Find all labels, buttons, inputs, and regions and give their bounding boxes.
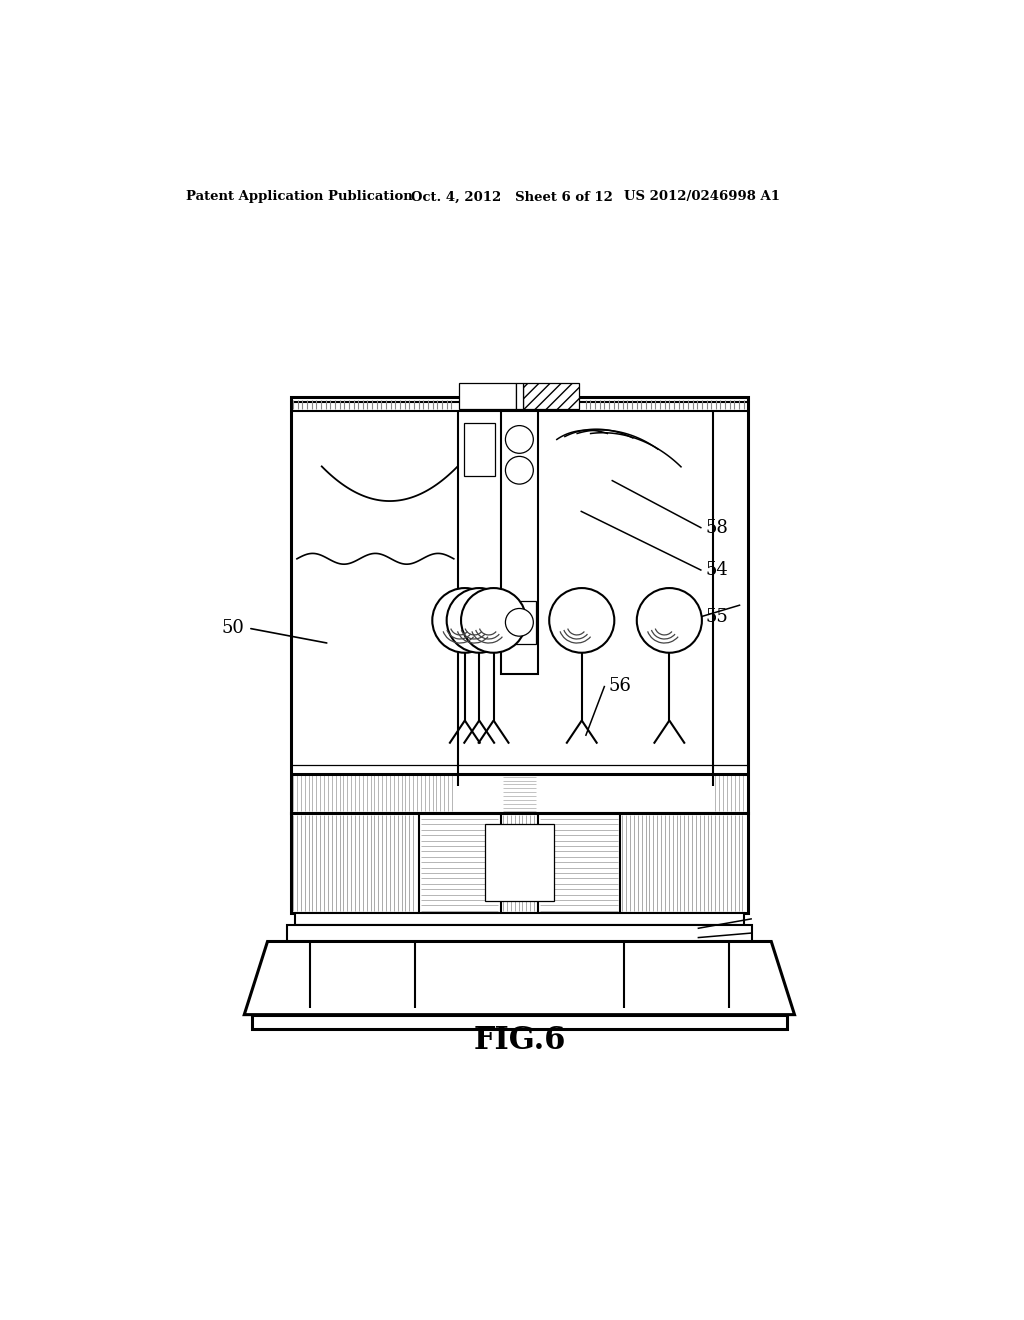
- Bar: [287, 924, 752, 941]
- Polygon shape: [245, 941, 795, 1015]
- Text: 50: 50: [221, 619, 245, 638]
- Bar: [503, 601, 536, 644]
- Bar: [523, 383, 580, 409]
- Circle shape: [637, 589, 701, 653]
- Bar: [291, 813, 748, 913]
- Circle shape: [506, 457, 534, 484]
- Text: 41: 41: [701, 929, 724, 946]
- Bar: [464, 422, 495, 477]
- Text: Patent Application Publication: Patent Application Publication: [186, 190, 413, 203]
- Circle shape: [506, 425, 534, 453]
- Text: 40: 40: [701, 920, 724, 937]
- Text: Oct. 4, 2012   Sheet 6 of 12: Oct. 4, 2012 Sheet 6 of 12: [411, 190, 612, 203]
- Text: 55: 55: [706, 607, 728, 626]
- Circle shape: [461, 589, 526, 653]
- Text: 56: 56: [608, 677, 632, 694]
- Text: US 2012/0246998 A1: US 2012/0246998 A1: [624, 190, 780, 203]
- Bar: [460, 383, 515, 409]
- Text: 54: 54: [706, 561, 728, 579]
- Circle shape: [506, 609, 534, 636]
- Bar: [287, 924, 752, 941]
- Circle shape: [549, 589, 614, 653]
- Bar: [501, 411, 538, 675]
- Bar: [484, 825, 554, 902]
- Bar: [252, 1015, 786, 1028]
- Text: FIG.6: FIG.6: [473, 1024, 565, 1056]
- Bar: [295, 913, 744, 924]
- Circle shape: [446, 589, 512, 653]
- Bar: [291, 397, 748, 813]
- Bar: [515, 383, 523, 409]
- Circle shape: [432, 589, 498, 653]
- Text: 58: 58: [706, 519, 728, 537]
